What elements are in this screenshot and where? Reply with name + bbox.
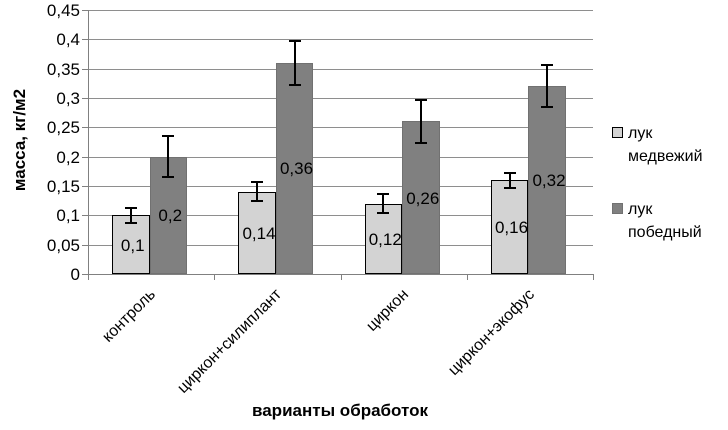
x-axis-title: варианты обработок <box>252 401 428 420</box>
data-label: 0,32 <box>532 171 566 191</box>
data-label: 0,36 <box>279 159 314 179</box>
error-bar-cap <box>541 106 553 109</box>
error-bar-cap <box>288 83 301 86</box>
legend-swatch-icon <box>612 127 623 138</box>
error-bar <box>293 41 296 85</box>
y-tick-label: 0,4 <box>56 30 80 50</box>
category-label-4: циркон+экофус <box>445 286 538 379</box>
data-label: 0,26 <box>406 188 440 208</box>
gridline <box>88 98 593 99</box>
y-tick-label: 0,2 <box>56 147 80 167</box>
gridline <box>88 127 593 129</box>
y-axis-line <box>88 10 89 275</box>
legend-label: лук победный <box>628 201 702 241</box>
data-label: 0,1 <box>120 235 145 255</box>
y-tick-label: 0,3 <box>56 89 80 108</box>
error-bar <box>419 99 422 144</box>
error-bar-cap <box>162 176 175 179</box>
category-label-3: циркон <box>362 286 412 335</box>
x-axis-tick <box>88 275 89 280</box>
error-bar-cap <box>251 200 263 203</box>
y-tick-label: 0,1 <box>56 206 80 226</box>
bar-лук-медвежий-3 <box>364 203 402 274</box>
gridline <box>88 10 593 11</box>
error-bar <box>256 182 258 202</box>
y-axis-tick <box>82 39 88 41</box>
x-axis-tick <box>214 275 216 280</box>
error-bar <box>129 207 132 223</box>
bar-лук-медвежий-4 <box>490 180 529 274</box>
category-label-1: контроль <box>99 286 160 346</box>
y-axis-tick <box>82 274 88 275</box>
y-axis-tick <box>82 10 88 11</box>
bar-лук-победный-3 <box>402 121 440 274</box>
data-label: 0,16 <box>494 218 529 238</box>
error-bar-cap <box>124 206 137 209</box>
y-tick-label: 0,15 <box>46 177 80 196</box>
y-axis-tick <box>82 215 88 217</box>
error-bar-cap <box>414 98 427 101</box>
y-tick-label: 0,35 <box>46 59 80 79</box>
y-axis-tick <box>82 98 88 99</box>
error-bar <box>382 194 385 213</box>
error-bar <box>546 65 548 108</box>
error-bar-cap <box>288 40 301 43</box>
gridline <box>88 215 593 217</box>
data-label: 0,12 <box>368 229 402 249</box>
legend-item-лук-медвежий: лук медвежий <box>612 122 703 168</box>
error-bar <box>167 136 170 178</box>
error-bar-cap <box>377 211 390 214</box>
y-axis-tick <box>82 68 88 70</box>
error-bar-cap <box>414 142 427 145</box>
x-axis-tick <box>340 275 342 280</box>
y-tick-label: 0,05 <box>46 235 80 255</box>
gridline <box>88 186 593 187</box>
y-axis-tick <box>82 186 88 187</box>
error-bar-cap <box>503 186 516 189</box>
error-bar-cap <box>503 171 516 174</box>
gridline <box>88 244 593 246</box>
error-bar-cap <box>251 181 263 184</box>
x-axis-line <box>88 274 594 275</box>
y-axis-tick <box>82 156 88 158</box>
error-bar-cap <box>124 221 137 224</box>
data-label: 0,14 <box>242 223 276 243</box>
error-bar-cap <box>541 64 553 67</box>
x-axis-tick <box>466 275 468 280</box>
category-label-2: циркон+силиплант <box>174 286 286 397</box>
y-tick-label: 0,45 <box>46 1 80 20</box>
error-bar-cap <box>162 135 175 138</box>
y-axis-tick <box>82 244 88 246</box>
legend-label: лук медвежий <box>628 125 703 165</box>
bar-лук-медвежий-2 <box>238 191 276 274</box>
error-bar-cap <box>377 193 390 196</box>
y-axis-tick <box>82 127 88 129</box>
gridline <box>88 68 593 70</box>
legend-swatch-icon <box>612 203 623 214</box>
gridline <box>88 156 593 158</box>
data-label: 0,2 <box>158 206 183 226</box>
x-axis-tick <box>593 275 594 280</box>
error-bar <box>508 172 511 188</box>
gridline <box>88 39 593 41</box>
y-tick-label: 0 <box>70 265 80 284</box>
legend-item-лук-победный: лук победный <box>612 198 702 244</box>
bar-лук-победный-2 <box>275 62 314 274</box>
bar-лук-победный-4 <box>528 86 566 274</box>
y-tick-label: 0,25 <box>46 118 80 138</box>
